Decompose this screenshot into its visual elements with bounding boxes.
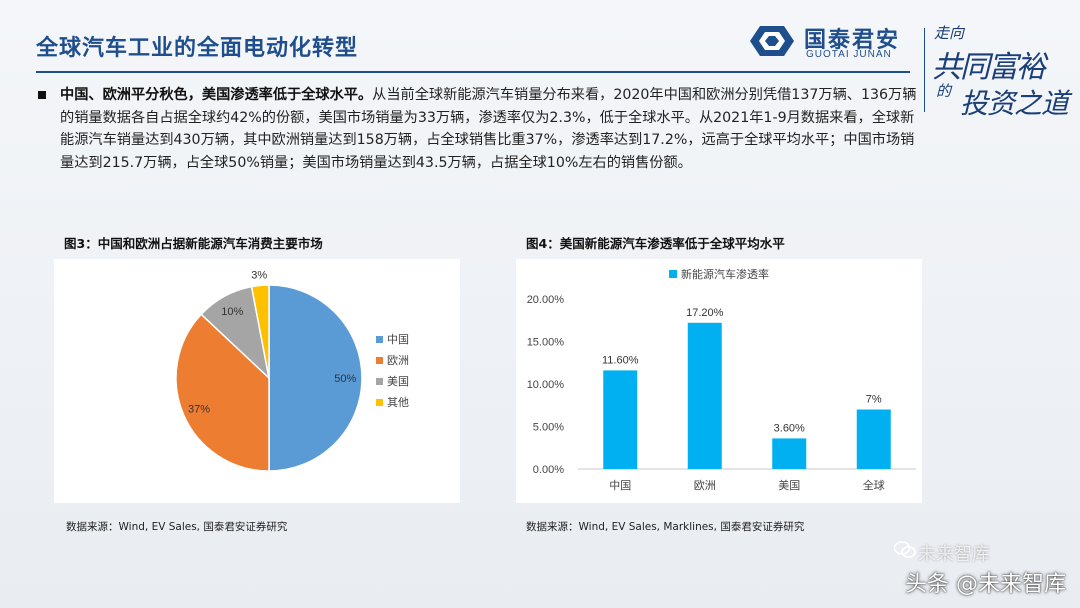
- pie-legend-swatch-1: [376, 357, 383, 364]
- bar-legend-label: 新能源汽车渗透率: [681, 267, 769, 281]
- pie-slice-1: [175, 313, 270, 472]
- bullet-square-icon: [38, 91, 46, 99]
- pie-label-2: 10%: [221, 306, 243, 318]
- page-title: 全球汽车工业的全面电动化转型: [36, 36, 359, 61]
- bar-3: [856, 409, 891, 469]
- bar-y-tick-0: 0.00%: [533, 464, 564, 476]
- bar-y-tick-4: 20.00%: [527, 294, 565, 306]
- pie-legend-swatch-0: [376, 336, 383, 343]
- watermark: 头条 @未来智库: [905, 572, 1066, 597]
- figure4-source: 数据来源：Wind, EV Sales, Marklines, 国泰君安证券研究: [526, 521, 805, 533]
- logo-english-text: GUOTAI JUNAN: [806, 49, 892, 60]
- slogan-part-1: 走向: [934, 24, 965, 42]
- slogan-part-2: 共同富裕: [932, 50, 1046, 85]
- bar-category-label-3: 全球: [863, 478, 885, 492]
- pie-legend-swatch-2: [376, 378, 383, 385]
- wechat-icon: [894, 541, 916, 558]
- pie-label-1: 37%: [188, 403, 210, 415]
- bar-chart: 新能源汽车渗透率 0.00% 5.00% 10.00% 15.00% 20.00% 11.6…: [527, 267, 916, 492]
- pie-slice-3: [250, 284, 270, 379]
- bar-y-tick-3: 15.00%: [527, 337, 565, 349]
- bar-value-label-3: 7%: [866, 394, 882, 406]
- pie-legend-label-3: 其他: [387, 396, 409, 409]
- pie-slice-0: [268, 284, 363, 472]
- bar-value-label-1: 17.20%: [686, 307, 724, 319]
- guotai-junan-logo-icon: [750, 26, 794, 56]
- bar-y-tick-2: 10.00%: [527, 379, 565, 391]
- summary-lead: 中国、欧洲平分秋色，美国渗透率低于全球水平。: [60, 87, 373, 103]
- bar-y-tick-1: 5.00%: [533, 422, 564, 434]
- figure4-panel: 新能源汽车渗透率 0.00% 5.00% 10.00% 15.00% 20.00% 11.6…: [516, 259, 922, 503]
- company-logo: 国泰君安 GUOTAI JUNAN: [750, 22, 920, 62]
- figure3-source: 数据来源：Wind, EV Sales, 国泰君安证券研究: [66, 521, 288, 533]
- logo-chinese-text: 国泰君安: [804, 28, 901, 53]
- watermark-faint: 未来智库: [918, 544, 990, 565]
- pie-legend-swatch-3: [376, 399, 383, 406]
- slogan-part-3: 的: [936, 82, 952, 100]
- figure3-title: 图3：中国和欧洲占据新能源汽车消费主要市场: [64, 236, 323, 251]
- bar-0: [603, 370, 638, 469]
- bar-category-label-2: 美国: [778, 479, 800, 492]
- slogan-part-4: 投资之道: [960, 87, 1069, 120]
- figure3-panel: 50% 37% 10% 3% 中国欧洲美国其他: [54, 259, 460, 503]
- figure4-title: 图4：美国新能源汽车渗透率低于全球平均水平: [526, 236, 785, 251]
- bar-category-label-1: 欧洲: [694, 479, 716, 492]
- slogan: 走向 共同富裕 的 投资之道: [932, 18, 1072, 128]
- summary-body: 从当前全球新能源汽车销量分布来看，2020年中国和欧洲分别凭借137万辆、136…: [60, 87, 917, 171]
- bar-value-label-0: 11.60%: [602, 354, 639, 366]
- slogan-divider: [924, 28, 925, 112]
- pie-legend-label-2: 美国: [387, 375, 409, 388]
- summary-paragraph: 中国、欧洲平分秋色，美国渗透率低于全球水平。从当前全球新能源汽车销量分布来看，2…: [60, 84, 920, 174]
- bar-legend-swatch: [669, 270, 677, 278]
- bar-category-label-0: 中国: [609, 479, 631, 492]
- pie-label-3: 3%: [251, 269, 267, 281]
- title-underline: [36, 71, 910, 73]
- bar-2: [772, 438, 807, 469]
- pie-label-0: 50%: [334, 373, 356, 385]
- pie-legend-label-1: 欧洲: [387, 354, 409, 367]
- pie-legend-label-0: 中国: [387, 333, 409, 346]
- bar-1: [687, 322, 722, 469]
- bar-value-label-2: 3.60%: [774, 422, 805, 434]
